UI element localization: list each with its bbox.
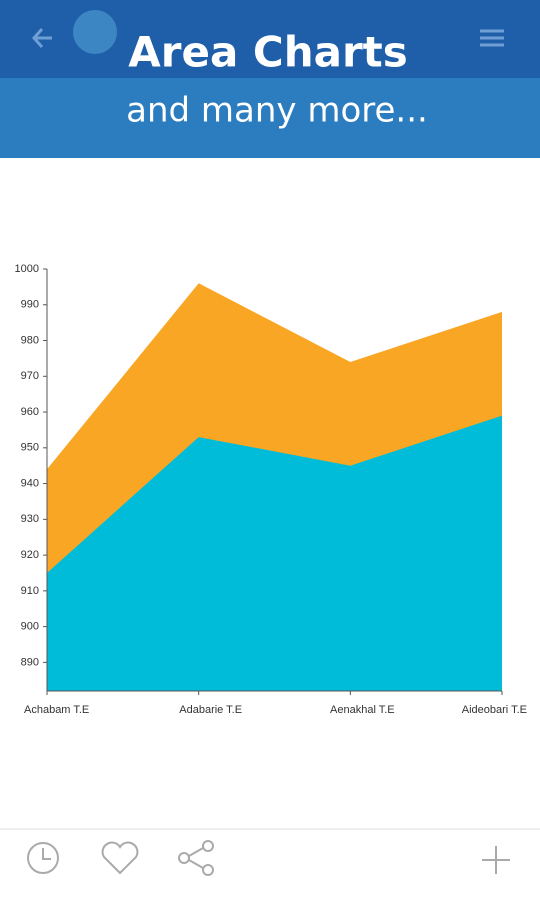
- favorite-icon[interactable]: [101, 841, 139, 875]
- y-tick-label: 960: [21, 406, 39, 418]
- y-tick-label: 890: [21, 656, 39, 668]
- y-tick-label: 1000: [15, 263, 39, 275]
- add-icon[interactable]: [482, 846, 510, 874]
- back-icon[interactable]: [31, 28, 52, 48]
- y-tick-label: 940: [21, 477, 39, 489]
- banner: [0, 78, 540, 158]
- y-tick-label: 910: [21, 585, 39, 597]
- y-tick-label: 900: [21, 621, 39, 633]
- y-tick-label: 930: [21, 513, 39, 525]
- y-tick-label: 950: [21, 442, 39, 454]
- x-tick-label: Aideobari T.E: [462, 704, 527, 716]
- logo: [73, 10, 117, 54]
- y-tick-label: 970: [21, 370, 39, 382]
- y-tick-label: 920: [21, 549, 39, 561]
- y-tick-label: 980: [21, 334, 39, 346]
- subtitle: and many more...: [126, 91, 428, 131]
- title: Area Charts: [128, 28, 408, 77]
- y-tick-label: 990: [21, 299, 39, 311]
- share-icon[interactable]: [178, 840, 214, 876]
- x-tick-label: Adabarie T.E: [179, 704, 242, 716]
- area: [47, 415, 502, 691]
- x-tick-label: Achabam T.E: [24, 704, 89, 716]
- menu-icon[interactable]: [480, 29, 504, 47]
- history-icon[interactable]: [27, 842, 59, 874]
- chart: 890 900 910 920 930 940 950 960 970 980 990 1000 Ach…: [15, 263, 527, 716]
- x-tick-label: Aenakhal T.E: [330, 704, 395, 716]
